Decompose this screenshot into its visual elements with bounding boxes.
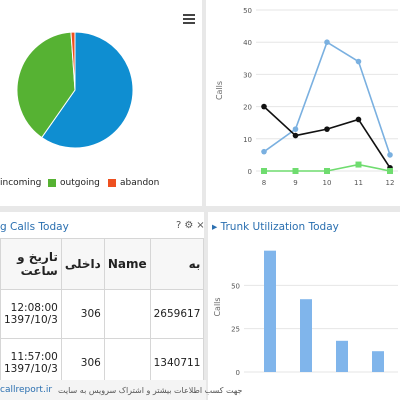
pie-chart <box>16 31 134 149</box>
y-tick-label: 40 <box>243 39 252 47</box>
x-tick-label: 12 <box>386 179 395 187</box>
calls-today-panel: g Calls Today ? ⚙ × تاریخ و ساعت داخلی N… <box>0 212 204 400</box>
column-header-datetime[interactable]: تاریخ و ساعت <box>0 238 62 290</box>
column-header-to[interactable]: به <box>149 238 204 290</box>
y-tick-label: 30 <box>243 71 252 79</box>
x-tick-label: 10 <box>323 179 332 187</box>
bar <box>336 340 348 372</box>
data-point <box>387 168 393 174</box>
time-text: 11:57:00 <box>10 351 58 363</box>
date-text: 1397/10/3 <box>4 363 58 375</box>
column-header-name[interactable]: Name <box>103 238 151 290</box>
cell-extension: 306 <box>60 289 105 339</box>
legend-abandon[interactable]: abandon <box>108 178 159 188</box>
y-tick-label: 20 <box>243 104 252 112</box>
y-tick-label: 50 <box>243 7 252 15</box>
bar <box>300 299 312 372</box>
table-header-row: تاریخ و ساعت داخلی Name به <box>0 238 204 290</box>
data-point <box>324 126 330 132</box>
chart-menu-icon[interactable] <box>183 14 195 24</box>
x-tick-label: 11 <box>354 179 363 187</box>
pie-slice-abandon <box>70 31 76 91</box>
pie-slice-outgoing <box>16 31 76 139</box>
column-header-extension[interactable]: داخلی <box>60 238 105 290</box>
legend-label: outgoing <box>60 178 100 188</box>
pie-chart-panel: incoming outgoing abandon <box>0 0 202 206</box>
data-point <box>387 152 393 158</box>
legend-swatch <box>48 179 56 187</box>
calls-table: تاریخ و ساعت داخلی Name به 12:08:00 1397/… <box>0 238 204 388</box>
table-row[interactable]: 11:57:00 1397/10/3 306 1340711 <box>0 338 204 388</box>
footer-note: جهت کسب اطلاعات بیشتر و اشتراک سرویس به … <box>58 385 243 395</box>
cell-to: 2659617 <box>149 289 204 339</box>
x-tick-label: 9 <box>293 179 297 187</box>
help-icon[interactable]: ? <box>176 220 182 231</box>
table-row[interactable]: 12:08:00 1397/10/3 306 2659617 <box>0 289 204 339</box>
cell-name <box>103 289 151 339</box>
bar <box>372 351 384 372</box>
data-point <box>261 168 267 174</box>
y-tick-label: 50 <box>231 282 240 290</box>
y-axis-label: Calls <box>215 81 224 100</box>
time-text: 12:08:00 <box>10 302 58 314</box>
y-tick-label: 0 <box>236 369 240 377</box>
legend-outgoing[interactable]: outgoing <box>48 178 100 188</box>
data-point <box>355 58 362 65</box>
line-chart-panel: 0 10 20 30 40 50 8 9 10 11 12 Calls <box>206 0 400 206</box>
legend-label: incoming <box>0 178 42 188</box>
site-link[interactable]: callreport.ir <box>0 385 53 395</box>
cell-extension: 306 <box>60 338 105 388</box>
cell-datetime: 12:08:00 1397/10/3 <box>0 289 62 339</box>
data-point <box>292 132 299 139</box>
data-point <box>261 103 267 110</box>
data-point <box>355 116 362 123</box>
legend-incoming[interactable]: incoming <box>0 178 41 188</box>
cell-to: 1340711 <box>149 338 204 388</box>
panel-title-text: Trunk Utilization Today <box>220 221 339 233</box>
y-axis-label: Calls <box>213 297 222 316</box>
legend-swatch <box>108 179 116 187</box>
line-chart: 0 10 20 30 40 50 8 9 10 11 12 Calls <box>215 7 398 187</box>
date-text: 1397/10/3 <box>4 314 58 326</box>
y-tick-label: 0 <box>248 168 252 176</box>
panel-header-icons: ? ⚙ × <box>176 220 204 231</box>
data-point <box>355 161 362 168</box>
x-tick-label: 8 <box>262 179 266 187</box>
data-point <box>261 148 267 155</box>
panel-title: g Calls Today <box>0 221 69 233</box>
pie-slice-incoming <box>41 31 134 149</box>
data-point <box>292 168 299 174</box>
data-point <box>324 39 330 45</box>
chevron-right-icon: ▸ <box>212 221 221 233</box>
bar <box>264 250 276 372</box>
bar-chart: 0 25 50 Calls <box>213 250 398 377</box>
data-point <box>324 168 330 174</box>
panel-title-link[interactable]: ▸ Trunk Utilization Today <box>212 221 339 233</box>
data-point <box>292 126 299 132</box>
gear-icon[interactable]: ⚙ <box>184 220 194 231</box>
cell-name <box>103 338 151 388</box>
close-icon[interactable]: × <box>196 220 204 231</box>
trunk-utilization-panel: ▸ Trunk Utilization Today 0 25 50 Calls <box>208 212 400 400</box>
y-tick-label: 10 <box>243 136 252 144</box>
y-tick-label: 25 <box>231 326 240 334</box>
legend-label: abandon <box>120 178 160 188</box>
footer: callreport.ir جهت کسب اطلاعات بیشتر و اش… <box>0 380 243 400</box>
cell-datetime: 11:57:00 1397/10/3 <box>0 338 62 388</box>
